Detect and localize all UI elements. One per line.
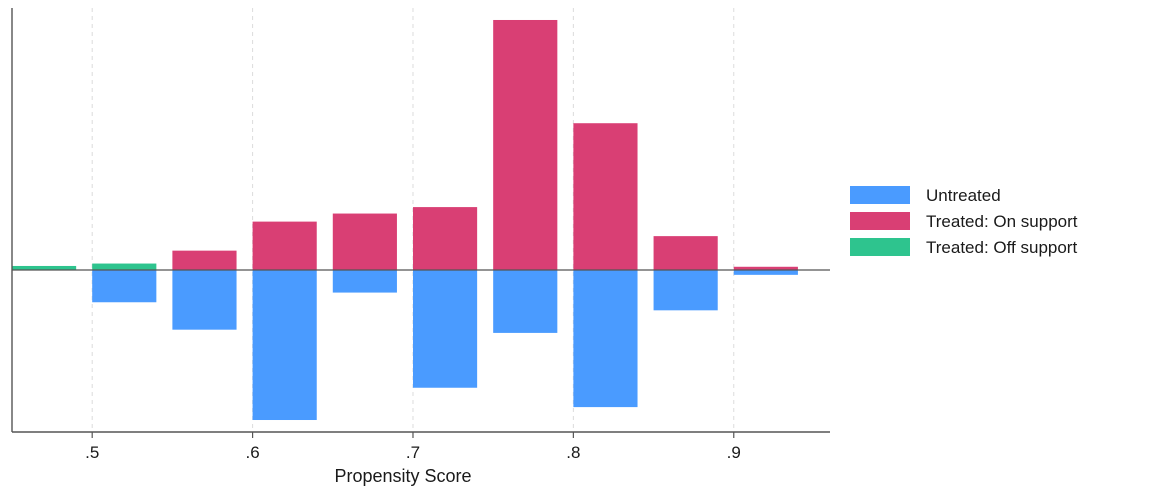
bar-series-1-bin-8 <box>653 236 718 270</box>
bar-series-1-bin-9 <box>733 266 798 270</box>
legend-label-1: Treated: On support <box>926 212 1078 231</box>
legend-swatch-2 <box>850 238 910 256</box>
legend-swatch-0 <box>850 186 910 204</box>
x-tick-label-4: .9 <box>727 443 741 462</box>
bar-series-0-bin-2 <box>172 270 237 330</box>
legend-label-2: Treated: Off support <box>926 238 1077 257</box>
bar-series-1-bin-6 <box>493 19 558 270</box>
x-axis-ticks: .5 .6 .7 .8 .9 <box>85 432 741 462</box>
bar-series-1-bin-2 <box>172 250 237 270</box>
legend-swatch-1 <box>850 212 910 230</box>
bars <box>12 19 798 421</box>
bar-series-1-bin-4 <box>332 213 397 270</box>
bar-series-0-bin-8 <box>653 270 718 311</box>
bar-series-0-bin-5 <box>412 270 478 388</box>
bar-series-1-bin-7 <box>573 123 638 270</box>
bar-series-1-bin-5 <box>412 207 478 270</box>
bar-series-0-bin-7 <box>573 270 638 408</box>
x-tick-label-0: .5 <box>85 443 99 462</box>
bar-series-0-bin-6 <box>493 270 558 333</box>
x-tick-label-3: .8 <box>566 443 580 462</box>
bar-series-0-bin-9 <box>733 270 798 275</box>
legend: Untreated Treated: On support Treated: Off… <box>850 186 1078 257</box>
bar-series-0-bin-1 <box>92 270 157 303</box>
x-tick-label-2: .7 <box>406 443 420 462</box>
x-axis-title: Propensity Score <box>334 466 471 486</box>
bar-series-0-bin-4 <box>332 270 397 293</box>
bar-series-1-bin-3 <box>252 221 317 270</box>
bar-series-0-bin-3 <box>252 270 317 421</box>
x-tick-label-1: .6 <box>245 443 259 462</box>
bar-series-2-bin-0 <box>12 265 77 270</box>
legend-label-0: Untreated <box>926 186 1001 205</box>
bar-series-2-bin-1 <box>92 263 157 270</box>
